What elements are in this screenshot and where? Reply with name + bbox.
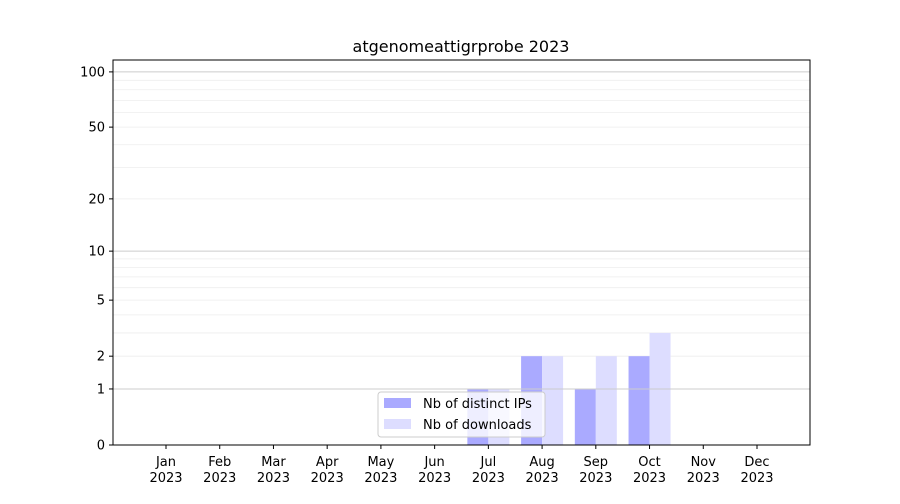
x-tick-label: Aug bbox=[529, 455, 554, 470]
x-tick-label: Dec bbox=[744, 455, 769, 470]
legend-label: Nb of downloads bbox=[423, 418, 532, 433]
x-tick-label: 2023 bbox=[472, 471, 505, 486]
x-tick-label: Apr bbox=[316, 455, 339, 470]
chart-title: atgenomeattigrprobe 2023 bbox=[353, 37, 570, 56]
x-tick-label: 2023 bbox=[526, 471, 559, 486]
y-tick-label: 10 bbox=[88, 245, 105, 260]
legend-box bbox=[377, 391, 546, 438]
y-tick-label: 0 bbox=[97, 439, 105, 454]
x-tick-label: 2023 bbox=[687, 471, 720, 486]
legend-swatch bbox=[384, 419, 411, 429]
y-tick-label: 5 bbox=[97, 294, 105, 309]
x-tick-label: Jun bbox=[423, 455, 444, 470]
x-tick-label: May bbox=[367, 455, 394, 470]
x-tick-label: Nov bbox=[691, 455, 717, 470]
x-tick-label: Sep bbox=[584, 455, 609, 470]
x-tick-label: 2023 bbox=[203, 471, 236, 486]
x-tick-label: 2023 bbox=[257, 471, 290, 486]
y-tick-label: 100 bbox=[80, 65, 105, 80]
x-tick-label: Feb bbox=[208, 455, 231, 470]
bar-distinct-ips bbox=[574, 388, 596, 445]
bar-distinct-ips bbox=[628, 356, 650, 445]
bar-downloads bbox=[595, 356, 617, 445]
plot-frame bbox=[112, 59, 811, 446]
y-tick-label: 50 bbox=[88, 121, 105, 136]
x-tick-label: 2023 bbox=[149, 471, 182, 486]
bar-downloads bbox=[542, 356, 564, 445]
legend: Nb of distinct IPs Nb of downloads bbox=[377, 391, 546, 438]
x-tick-label: Mar bbox=[261, 455, 286, 470]
y-tick-label: 20 bbox=[88, 192, 105, 207]
x-tick-label: Jul bbox=[480, 455, 497, 470]
legend-label: Nb of distinct IPs bbox=[423, 397, 532, 412]
legend-swatch bbox=[384, 398, 411, 408]
x-tick-label: 2023 bbox=[633, 471, 666, 486]
x-tick-label: Jan bbox=[155, 455, 176, 470]
x-tick-label: 2023 bbox=[311, 471, 344, 486]
y-tick-label: 1 bbox=[97, 382, 105, 397]
x-tick-label: 2023 bbox=[740, 471, 773, 486]
x-tick-label: 2023 bbox=[579, 471, 612, 486]
y-tick-label: 2 bbox=[97, 350, 105, 365]
x-tick-label: Oct bbox=[638, 455, 660, 470]
x-tick-label: 2023 bbox=[418, 471, 451, 486]
x-tick-label: 2023 bbox=[364, 471, 397, 486]
